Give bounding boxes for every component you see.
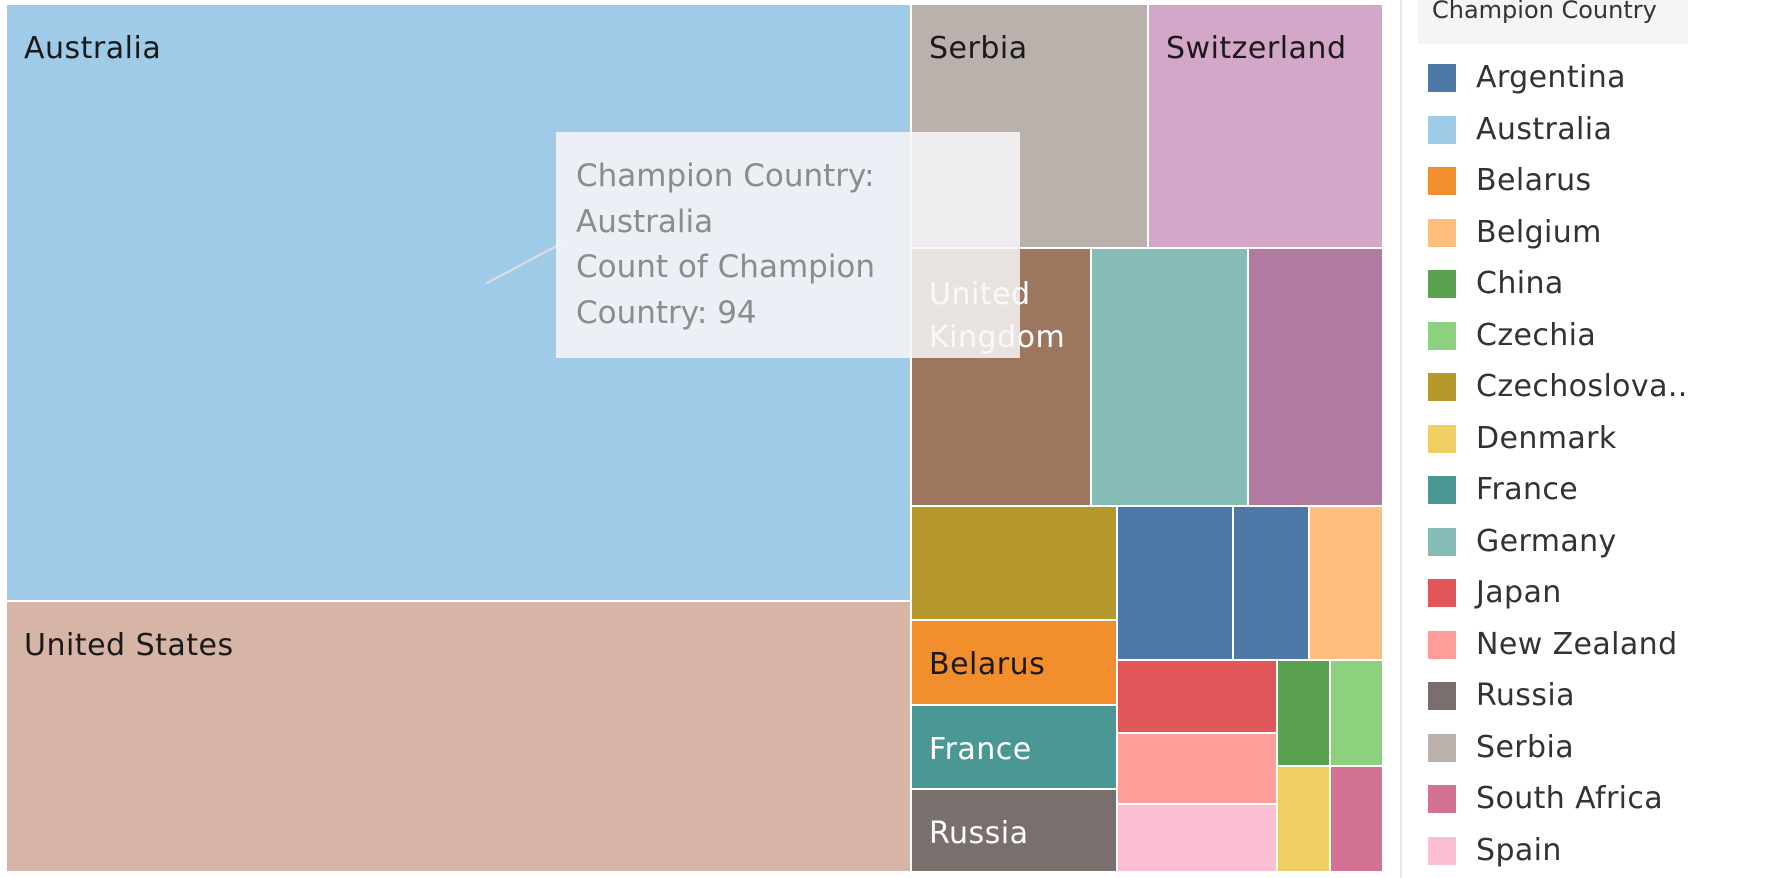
legend-swatch bbox=[1428, 270, 1456, 298]
treemap-tile-china[interactable] bbox=[1278, 661, 1331, 767]
treemap-tile-unlabeled[interactable] bbox=[1249, 249, 1384, 507]
tooltip-line-4: Country: 94 bbox=[576, 294, 757, 331]
tooltip-line-2: Australia bbox=[576, 203, 714, 240]
treemap-tile-germany[interactable] bbox=[1092, 249, 1249, 507]
treemap-tile-france[interactable]: France bbox=[912, 706, 1118, 790]
tile-label: Australia bbox=[24, 31, 162, 66]
treemap-tile-argentina[interactable] bbox=[1234, 507, 1310, 661]
treemap-tile-spain[interactable] bbox=[1118, 805, 1278, 873]
legend-label: Germany bbox=[1476, 523, 1617, 559]
legend-title: Champion Country bbox=[1418, 0, 1688, 44]
legend-swatch bbox=[1428, 836, 1456, 865]
legend-label: Russia bbox=[1476, 678, 1575, 713]
legend-swatch bbox=[1428, 579, 1456, 607]
legend-label: France bbox=[1476, 472, 1579, 507]
legend-label: New Zealand bbox=[1476, 626, 1678, 662]
legend-swatch bbox=[1428, 630, 1456, 659]
legend: Champion Country Argentina Australia Belar… bbox=[1418, 0, 1772, 878]
treemap-tile-denmark[interactable] bbox=[1278, 767, 1331, 873]
treemap-tile-switzerland[interactable]: Switzerland bbox=[1149, 5, 1384, 249]
legend-swatch bbox=[1428, 167, 1456, 195]
tile-label: Russia bbox=[929, 816, 1029, 851]
legend-swatch bbox=[1428, 373, 1456, 401]
legend-label: South Africa bbox=[1476, 781, 1664, 816]
treemap-tile-argentina[interactable] bbox=[1118, 507, 1234, 661]
legend-label: Serbia bbox=[1476, 729, 1574, 765]
legend-label: Belgium bbox=[1476, 214, 1602, 250]
tooltip-line-3: Count of Champion bbox=[576, 249, 876, 285]
treemap-tile-czechia[interactable] bbox=[1331, 661, 1384, 767]
treemap-tile-belarus[interactable]: Belarus bbox=[912, 621, 1118, 706]
treemap-tile-united-states[interactable]: United States bbox=[7, 602, 912, 873]
legend-swatch bbox=[1428, 527, 1456, 556]
legend-label: Czechoslova.. bbox=[1476, 369, 1688, 404]
treemap-tile-new-zealand[interactable] bbox=[1118, 734, 1278, 805]
treemap-tile-serbia[interactable]: Serbia bbox=[912, 5, 1149, 249]
treemap-tile-russia[interactable]: Russia bbox=[912, 790, 1118, 873]
tile-label: United States bbox=[24, 628, 234, 663]
tile-label: Serbia bbox=[929, 31, 1028, 66]
tooltip: Champion Country: Australia Count of Cha… bbox=[556, 132, 1020, 358]
legend-label: Czechia bbox=[1476, 317, 1597, 353]
legend-swatch bbox=[1428, 64, 1456, 92]
legend-label: Spain bbox=[1476, 832, 1562, 868]
tooltip-line-1: Champion Country: bbox=[576, 158, 875, 194]
treemap-tile-south-africa[interactable] bbox=[1331, 767, 1384, 873]
legend-label: China bbox=[1476, 266, 1564, 301]
treemap-tile-japan[interactable] bbox=[1118, 661, 1278, 734]
treemap-tile-czechoslova[interactable] bbox=[912, 507, 1118, 621]
legend-label: Belarus bbox=[1476, 163, 1592, 198]
legend-label: Argentina bbox=[1476, 60, 1626, 95]
panel-divider bbox=[1400, 0, 1402, 878]
legend-swatch bbox=[1428, 321, 1456, 350]
legend-swatch bbox=[1428, 733, 1456, 762]
legend-swatch bbox=[1428, 476, 1456, 504]
treemap-tile-belgium[interactable] bbox=[1310, 507, 1384, 661]
legend-swatch bbox=[1428, 682, 1456, 710]
legend-swatch bbox=[1428, 785, 1456, 813]
legend-swatch bbox=[1428, 218, 1456, 247]
legend-swatch bbox=[1428, 424, 1456, 453]
tile-label: France bbox=[929, 732, 1032, 767]
legend-label: Denmark bbox=[1476, 420, 1617, 456]
tile-label: Switzerland bbox=[1166, 31, 1347, 66]
legend-swatch bbox=[1428, 115, 1456, 144]
legend-label: Australia bbox=[1476, 111, 1613, 147]
legend-label: Japan bbox=[1476, 575, 1562, 610]
tile-label: Belarus bbox=[929, 647, 1046, 682]
